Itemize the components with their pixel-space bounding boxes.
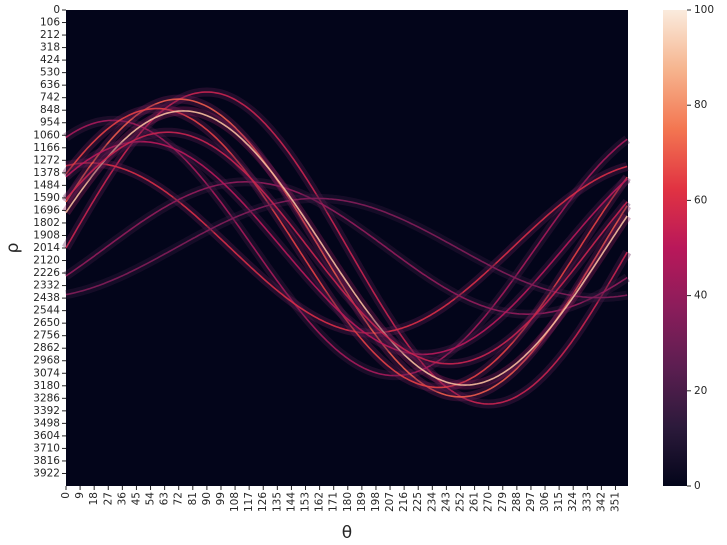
colorbar-tick-label: 40 (694, 290, 707, 302)
y-tick-label: 1590 (33, 192, 60, 204)
x-tick-label: 45 (130, 492, 142, 505)
x-tick-label: 333 (581, 492, 593, 512)
y-tick-label: 1378 (33, 167, 60, 179)
x-tick-label: 306 (539, 492, 551, 512)
x-tick-label: 342 (595, 492, 607, 512)
x-tick-label: 216 (398, 492, 410, 512)
y-tick-label: 742 (40, 92, 60, 104)
x-tick-label: 243 (440, 492, 452, 512)
x-tick-label: 189 (356, 492, 368, 512)
y-axis-ticks: 0106212318424530636742848954106011661272… (33, 4, 66, 479)
colorbar-tick-label: 20 (694, 385, 707, 397)
x-tick-label: 207 (384, 492, 396, 512)
x-tick-label: 153 (300, 492, 312, 512)
y-tick-label: 3498 (33, 417, 60, 429)
x-tick-label: 225 (412, 492, 424, 512)
x-tick-label: 171 (328, 492, 340, 512)
colorbar-tick-label: 0 (694, 480, 701, 492)
colorbar-tick-label: 100 (694, 4, 714, 16)
x-tick-label: 198 (370, 492, 382, 512)
x-tick-label: 261 (469, 492, 481, 512)
y-axis-label: ρ (3, 243, 23, 254)
y-tick-label: 1696 (33, 204, 60, 216)
x-tick-label: 279 (497, 492, 509, 512)
y-tick-label: 3074 (33, 367, 60, 379)
y-tick-label: 318 (40, 42, 60, 54)
x-tick-label: 288 (511, 492, 523, 512)
x-tick-label: 144 (285, 492, 297, 512)
x-tick-label: 63 (159, 492, 171, 505)
x-tick-label: 72 (173, 492, 185, 505)
y-tick-label: 424 (40, 54, 60, 66)
x-tick-label: 36 (116, 492, 128, 506)
y-tick-label: 2438 (33, 292, 60, 304)
x-tick-label: 99 (215, 492, 227, 505)
y-tick-label: 3922 (33, 467, 60, 479)
y-tick-label: 3180 (33, 380, 60, 392)
y-tick-label: 1802 (33, 217, 60, 229)
colorbar (663, 10, 687, 486)
y-tick-label: 530 (40, 67, 60, 79)
y-tick-label: 2862 (33, 342, 60, 354)
y-tick-label: 1166 (33, 142, 60, 154)
y-tick-label: 954 (40, 117, 60, 129)
y-tick-label: 1484 (33, 179, 60, 191)
x-tick-label: 351 (610, 492, 622, 512)
y-tick-label: 212 (40, 29, 60, 41)
y-tick-label: 3710 (33, 442, 60, 454)
x-tick-label: 180 (342, 492, 354, 512)
x-tick-label: 315 (553, 492, 565, 512)
y-tick-label: 2332 (33, 280, 60, 292)
y-tick-label: 3604 (33, 430, 60, 442)
x-tick-label: 90 (201, 492, 213, 505)
x-tick-label: 270 (483, 492, 495, 512)
x-tick-label: 234 (426, 492, 438, 512)
x-axis-label: θ (342, 523, 352, 543)
y-tick-label: 1060 (33, 129, 60, 141)
y-tick-label: 3816 (33, 455, 60, 467)
x-axis-ticks: 0 9 18 27 36 45 54 63 72 81 90 99 108 117 126 135 144 153… (60, 486, 622, 512)
x-tick-label: 135 (271, 492, 283, 512)
y-tick-label: 1908 (33, 229, 60, 241)
y-tick-label: 106 (40, 17, 60, 29)
y-tick-label: 1272 (33, 154, 60, 166)
y-tick-label: 2756 (33, 330, 60, 342)
x-tick-label: 27 (102, 492, 114, 505)
y-tick-label: 636 (40, 79, 60, 91)
y-tick-label: 2544 (33, 305, 60, 317)
colorbar-tick-label: 80 (694, 99, 707, 111)
y-tick-label: 3286 (33, 392, 60, 404)
y-tick-label: 2226 (33, 267, 60, 279)
x-tick-label: 54 (145, 492, 157, 506)
y-tick-label: 3392 (33, 405, 60, 417)
x-tick-label: 297 (525, 492, 537, 512)
x-tick-label: 9 (74, 492, 86, 499)
y-tick-label: 2650 (33, 317, 60, 329)
x-tick-label: 18 (88, 492, 100, 505)
colorbar-ticks: 0 20 40 60 80 100 (687, 4, 714, 492)
x-tick-label: 108 (229, 492, 241, 512)
y-tick-label: 2014 (33, 242, 60, 254)
x-tick-label: 252 (455, 492, 467, 512)
y-tick-label: 2120 (33, 255, 60, 267)
x-tick-label: 117 (243, 492, 255, 512)
x-tick-label: 162 (314, 492, 326, 512)
x-tick-label: 126 (257, 492, 269, 512)
y-tick-label: 0 (53, 4, 60, 16)
x-tick-label: 0 (60, 492, 72, 499)
x-tick-label: 324 (567, 492, 579, 512)
y-tick-label: 848 (40, 104, 60, 116)
x-tick-label: 81 (187, 492, 199, 505)
colorbar-tick-label: 60 (694, 194, 707, 206)
y-tick-label: 2968 (33, 355, 60, 367)
